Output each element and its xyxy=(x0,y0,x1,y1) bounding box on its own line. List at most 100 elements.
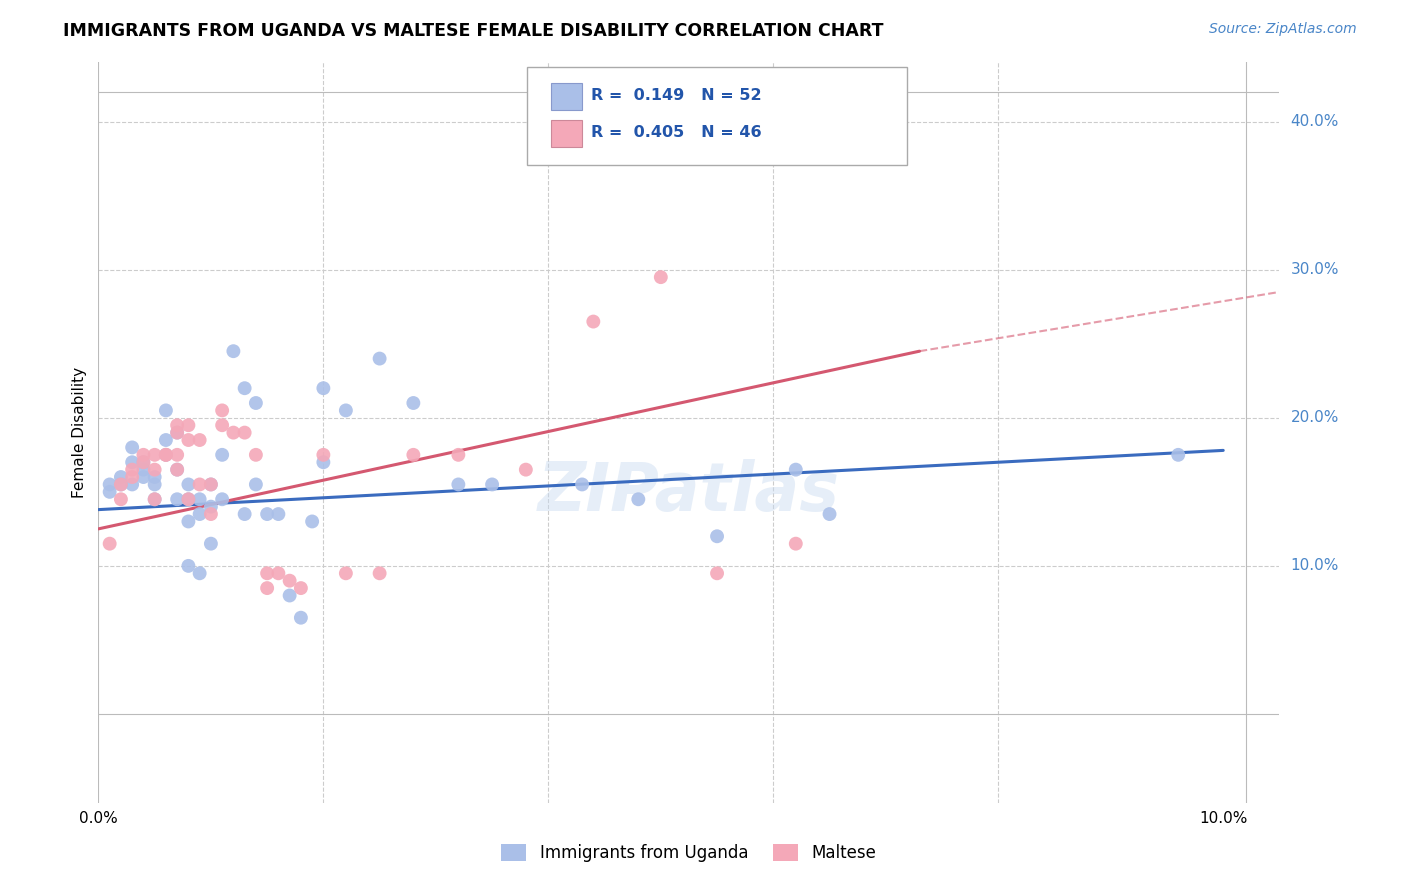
Point xyxy=(233,507,256,521)
Point xyxy=(166,462,188,476)
Text: ZIPatlas: ZIPatlas xyxy=(538,458,839,524)
Point xyxy=(177,492,200,507)
Point xyxy=(177,515,200,529)
Point xyxy=(256,581,278,595)
Point xyxy=(290,581,312,595)
Point xyxy=(267,507,290,521)
Point xyxy=(211,418,233,433)
Point xyxy=(188,507,211,521)
Point xyxy=(312,381,335,395)
Text: R =  0.405   N = 46: R = 0.405 N = 46 xyxy=(591,126,761,140)
Point xyxy=(155,448,177,462)
Point xyxy=(110,477,132,491)
Point xyxy=(222,425,245,440)
Point xyxy=(256,566,278,581)
Point xyxy=(650,270,672,285)
Point xyxy=(143,462,166,476)
Point xyxy=(110,492,132,507)
Point xyxy=(110,470,132,484)
Point xyxy=(121,462,143,476)
Point xyxy=(211,448,233,462)
Point xyxy=(200,536,222,550)
Point xyxy=(233,425,256,440)
Point xyxy=(256,507,278,521)
Point xyxy=(245,448,267,462)
Point xyxy=(335,403,357,417)
Point xyxy=(143,448,166,462)
Text: R =  0.149   N = 52: R = 0.149 N = 52 xyxy=(591,88,761,103)
Point xyxy=(785,536,807,550)
Point xyxy=(98,536,121,550)
Point xyxy=(447,448,470,462)
Point xyxy=(132,448,155,462)
Point xyxy=(155,448,177,462)
Point xyxy=(335,566,357,581)
Point xyxy=(188,433,211,447)
Point xyxy=(188,492,211,507)
Point xyxy=(166,492,188,507)
Point xyxy=(98,477,121,491)
Point xyxy=(121,477,143,491)
Point xyxy=(132,455,155,469)
Point xyxy=(627,492,650,507)
Point xyxy=(706,529,728,543)
Point xyxy=(245,396,267,410)
Point xyxy=(155,403,177,417)
Y-axis label: Female Disability: Female Disability xyxy=(72,367,87,499)
Point xyxy=(245,477,267,491)
Point xyxy=(267,566,290,581)
Point xyxy=(582,314,605,328)
Point xyxy=(481,477,503,491)
Point xyxy=(166,425,188,440)
Point xyxy=(312,455,335,469)
Point xyxy=(132,455,155,469)
Point xyxy=(368,351,391,366)
Point xyxy=(200,477,222,491)
Text: 40.0%: 40.0% xyxy=(1291,114,1339,129)
Point xyxy=(447,477,470,491)
Point xyxy=(177,433,200,447)
Point xyxy=(155,433,177,447)
Point xyxy=(290,610,312,624)
Point xyxy=(706,566,728,581)
Point xyxy=(515,462,537,476)
Point xyxy=(402,448,425,462)
Legend: Immigrants from Uganda, Maltese: Immigrants from Uganda, Maltese xyxy=(495,837,883,869)
Text: 10.0%: 10.0% xyxy=(1291,558,1339,574)
Point xyxy=(166,462,188,476)
Point xyxy=(155,448,177,462)
Point xyxy=(177,477,200,491)
Point xyxy=(143,470,166,484)
Point xyxy=(818,507,841,521)
Point xyxy=(560,145,582,159)
Point xyxy=(166,448,188,462)
Point xyxy=(368,566,391,581)
Point xyxy=(132,462,155,476)
Text: IMMIGRANTS FROM UGANDA VS MALTESE FEMALE DISABILITY CORRELATION CHART: IMMIGRANTS FROM UGANDA VS MALTESE FEMALE… xyxy=(63,22,884,40)
Point xyxy=(121,470,143,484)
Point xyxy=(200,477,222,491)
Text: 20.0%: 20.0% xyxy=(1291,410,1339,425)
Point xyxy=(560,145,582,159)
Point xyxy=(852,145,875,159)
Point xyxy=(1167,448,1189,462)
Point xyxy=(200,507,222,521)
Point xyxy=(222,344,245,359)
Point xyxy=(177,418,200,433)
Text: 30.0%: 30.0% xyxy=(1291,262,1339,277)
Point xyxy=(785,462,807,476)
Text: Source: ZipAtlas.com: Source: ZipAtlas.com xyxy=(1209,22,1357,37)
Point xyxy=(98,484,121,499)
Point xyxy=(143,492,166,507)
Point xyxy=(110,477,132,491)
Point xyxy=(211,403,233,417)
Point xyxy=(200,500,222,514)
Point xyxy=(177,558,200,573)
Point xyxy=(211,492,233,507)
Point xyxy=(177,492,200,507)
Point xyxy=(278,589,301,603)
Point xyxy=(121,455,143,469)
Point xyxy=(166,425,188,440)
Point xyxy=(278,574,301,588)
Point xyxy=(143,492,166,507)
